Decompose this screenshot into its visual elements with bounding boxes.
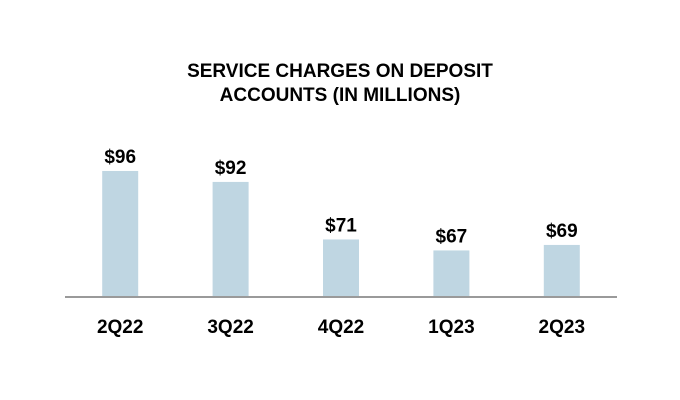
x-tick-label-2q22: 2Q22: [97, 317, 143, 338]
x-tick-label-3q22: 3Q22: [207, 317, 253, 338]
bar-1q23: [433, 250, 470, 297]
data-label-4q22: $71: [325, 215, 357, 236]
bar-2q22: [102, 170, 139, 297]
chart-title-line-2: ACCOUNTS (IN MILLIONS): [219, 85, 461, 106]
value-label-group: $96 $92 $71 $67 $69: [104, 147, 577, 247]
chart-title-line-1: SERVICE CHARGES ON DEPOSIT: [187, 61, 493, 82]
data-label-1q23: $67: [436, 226, 468, 247]
x-tick-label-group: 2Q22 3Q22 4Q22 1Q23 2Q23: [97, 317, 585, 338]
data-label-2q23: $69: [546, 221, 578, 242]
bar-4q22: [323, 239, 359, 297]
bar-3q22: [212, 181, 249, 297]
bar-group: [102, 170, 580, 297]
chart-title: SERVICE CHARGES ON DEPOSIT ACCOUNTS (IN …: [0, 60, 680, 108]
x-tick-label-1q23: 1Q23: [428, 317, 474, 338]
x-tick-label-2q23: 2Q23: [539, 317, 585, 338]
bar-2q23: [543, 244, 580, 297]
data-label-3q22: $92: [215, 158, 247, 179]
x-tick-label-4q22: 4Q22: [318, 317, 364, 338]
data-label-2q22: $96: [104, 147, 136, 168]
